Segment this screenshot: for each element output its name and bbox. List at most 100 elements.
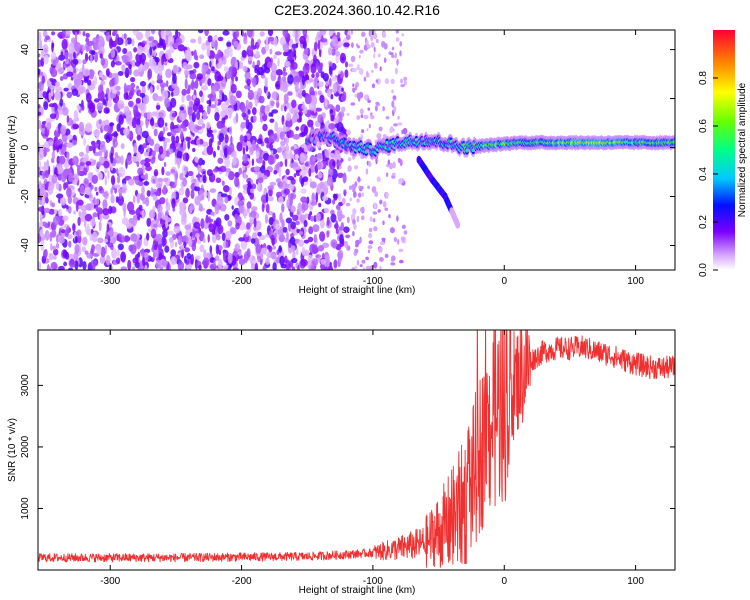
sparse-noise-blob xyxy=(372,34,378,40)
noise-blob xyxy=(74,42,82,52)
sparse-noise-blob xyxy=(374,191,379,198)
noise-blob xyxy=(111,88,116,94)
noise-blob xyxy=(220,193,228,198)
noise-blob xyxy=(58,155,66,165)
noise-blob xyxy=(41,75,45,85)
sparse-noise-blob xyxy=(403,80,407,86)
noise-blob xyxy=(105,68,110,77)
noise-blob xyxy=(181,247,185,259)
noise-blob xyxy=(247,109,251,115)
noise-blob xyxy=(175,30,179,39)
noise-blob xyxy=(49,231,56,238)
sparse-noise-blob xyxy=(373,261,378,269)
noise-blob xyxy=(82,31,86,37)
noise-blob xyxy=(227,252,233,264)
noise-blob xyxy=(115,35,118,46)
noise-blob xyxy=(170,168,176,174)
noise-blob xyxy=(182,120,189,126)
noise-blob xyxy=(81,246,87,253)
noise-blob xyxy=(207,93,214,99)
noise-blob xyxy=(45,197,49,204)
sparse-noise-blob xyxy=(398,259,404,264)
noise-blob xyxy=(48,103,56,108)
noise-blob xyxy=(310,215,315,222)
noise-blob xyxy=(116,123,121,132)
noise-blob xyxy=(135,112,142,118)
noise-blob xyxy=(254,166,260,172)
noise-blob xyxy=(254,64,260,72)
noise-blob xyxy=(38,104,41,109)
noise-blob xyxy=(164,217,172,223)
sparse-noise-blob xyxy=(390,78,395,85)
noise-blob xyxy=(224,196,229,204)
noise-blob xyxy=(139,92,146,98)
noise-blob xyxy=(39,229,44,238)
y-tick-label: -40 xyxy=(20,238,31,253)
noise-blob xyxy=(304,162,309,167)
noise-blob xyxy=(114,61,122,66)
noise-blob xyxy=(269,143,273,151)
noise-blob xyxy=(149,46,153,56)
noise-blob xyxy=(282,75,287,82)
noise-blob xyxy=(140,174,148,179)
sparse-noise-blob xyxy=(350,102,356,106)
noise-blob xyxy=(155,96,163,101)
noise-blob xyxy=(230,227,237,235)
sparse-noise-blob xyxy=(346,216,350,224)
noise-blob xyxy=(62,215,69,221)
noise-blob xyxy=(117,243,124,251)
noise-blob xyxy=(144,162,151,168)
noise-blob xyxy=(44,229,50,241)
noise-blob xyxy=(54,90,61,101)
sparse-noise-blob xyxy=(400,84,406,88)
noise-blob xyxy=(130,233,138,242)
sparse-noise-blob xyxy=(354,181,358,187)
noise-blob xyxy=(179,106,185,111)
sparse-noise-blob xyxy=(358,96,361,102)
noise-blob xyxy=(156,187,162,197)
noise-blob xyxy=(58,265,65,270)
noise-blob xyxy=(48,174,53,182)
noise-blob xyxy=(175,135,180,144)
noise-blob xyxy=(242,65,248,72)
noise-blob xyxy=(222,56,227,65)
noise-blob xyxy=(309,211,313,216)
noise-blob xyxy=(194,195,201,206)
noise-blob xyxy=(134,254,139,262)
noise-blob xyxy=(105,109,109,114)
sparse-noise-blob xyxy=(369,216,373,222)
noise-blob xyxy=(110,48,116,59)
noise-blob xyxy=(62,30,66,38)
noise-blob xyxy=(273,170,278,175)
noise-blob xyxy=(127,259,132,270)
noise-blob xyxy=(215,217,222,227)
noise-blob xyxy=(146,232,150,241)
noise-blob xyxy=(91,50,96,56)
sparse-noise-blob xyxy=(391,255,396,262)
noise-blob xyxy=(327,104,334,110)
noise-blob xyxy=(196,139,201,145)
noise-blob xyxy=(313,77,317,89)
noise-blob xyxy=(86,40,94,47)
noise-blob xyxy=(147,145,150,153)
noise-blob xyxy=(200,194,205,201)
noise-blob xyxy=(186,94,192,102)
sparse-noise-blob xyxy=(356,115,361,120)
noise-blob xyxy=(322,242,330,248)
noise-blob xyxy=(79,162,85,167)
noise-blob xyxy=(221,94,228,102)
noise-blob xyxy=(221,102,228,112)
noise-blob xyxy=(47,221,51,227)
noise-blob xyxy=(298,110,303,117)
noise-blob xyxy=(185,51,192,62)
noise-blob xyxy=(161,55,165,66)
noise-blob xyxy=(206,169,213,177)
sparse-noise-blob xyxy=(397,122,403,126)
noise-blob xyxy=(312,224,320,233)
noise-blob xyxy=(202,64,209,72)
noise-blob xyxy=(116,234,120,242)
noise-blob xyxy=(123,82,127,94)
noise-blob xyxy=(63,87,69,92)
sparse-noise-blob xyxy=(379,265,382,270)
